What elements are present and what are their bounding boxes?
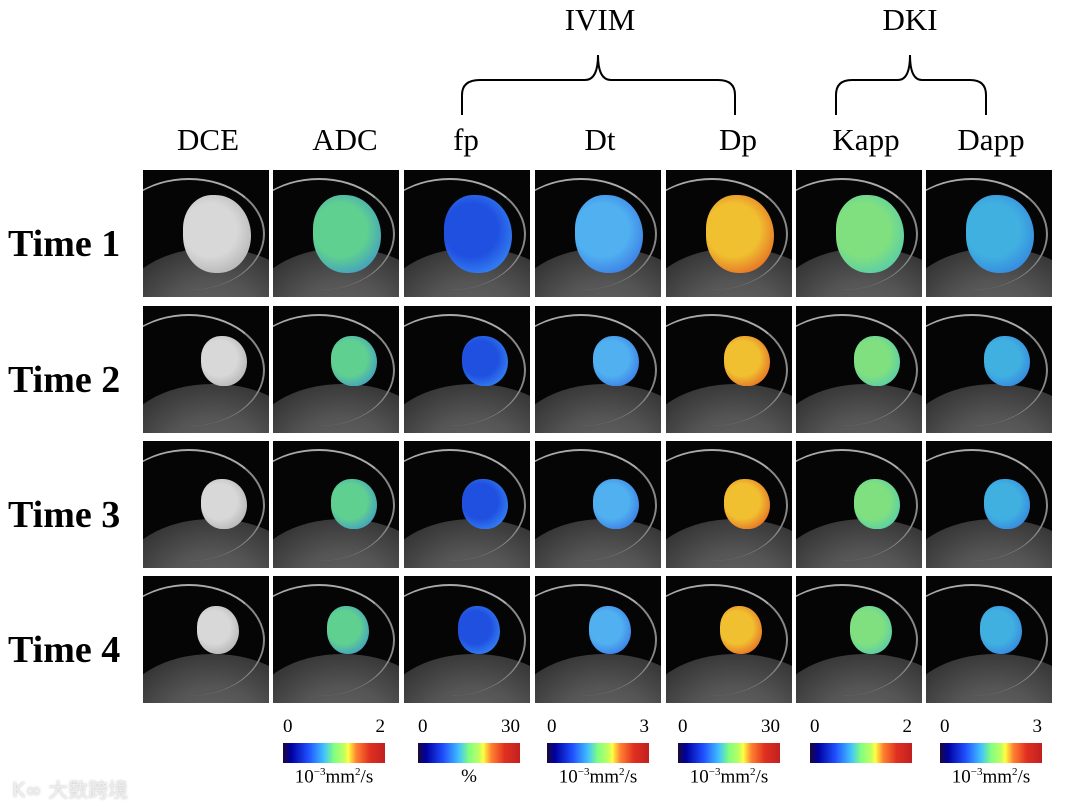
colorbar-unit: 10−3mm2/s <box>294 766 374 788</box>
tumor-map <box>724 479 770 529</box>
tumor-map <box>462 479 508 529</box>
column-header-dapp: Dapp <box>957 122 1025 157</box>
colorbar-unit: 10−3mm2/s <box>689 766 769 788</box>
column-header-dce: DCE <box>177 122 239 157</box>
mri-panel-dp-time-2 <box>666 306 792 433</box>
dki-brace <box>835 54 987 115</box>
row-label-time-4: Time 4 <box>8 629 121 671</box>
tumor-map <box>331 479 377 529</box>
group-label-ivim: IVIM <box>564 2 636 37</box>
group-braces <box>461 54 987 115</box>
tumor-map <box>201 336 247 386</box>
watermark-logo-icon: K∞ <box>12 778 49 802</box>
mri-panel-dt-time-3 <box>535 441 661 568</box>
tumor-map <box>724 336 770 386</box>
tumor-map <box>183 195 251 273</box>
ivim-brace <box>461 54 736 115</box>
mri-panel-adc-time-2 <box>273 306 399 433</box>
colorbar-unit: 10−3mm2/s <box>951 766 1031 788</box>
mri-panel-dp-time-1 <box>666 170 792 297</box>
group-label-dki: DKI <box>882 2 938 37</box>
tumor-map <box>444 195 512 273</box>
column-header-fp: fp <box>453 122 479 157</box>
mri-panel-kapp-time-3 <box>796 441 922 568</box>
mri-panel-dapp-time-1 <box>926 170 1052 297</box>
mri-panel-dce-time-2 <box>143 306 269 433</box>
colorbar <box>418 743 520 763</box>
tumor-map <box>850 606 892 654</box>
row-label-time-2: Time 2 <box>8 359 121 401</box>
mri-panel-kapp-time-1 <box>796 170 922 297</box>
colorbar <box>940 743 1042 763</box>
mri-panel-adc-time-3 <box>273 441 399 568</box>
colorbar-min-label: 0 <box>940 716 950 737</box>
colorbar-unit: % <box>461 766 477 787</box>
tumor-map <box>593 336 639 386</box>
colorbar-max-label: 2 <box>375 716 386 737</box>
tumor-map <box>854 479 900 529</box>
tumor-map <box>966 195 1034 273</box>
mri-panel-dt-time-2 <box>535 306 661 433</box>
column-header-kapp: Kapp <box>832 122 900 157</box>
column-header-adc: ADC <box>312 122 378 157</box>
mri-panel-dt-time-1 <box>535 170 661 297</box>
colorbar <box>810 743 912 763</box>
mri-panel-dt-time-4 <box>535 576 661 703</box>
colorbar-min-label: 0 <box>418 716 428 737</box>
mri-panel-fp-time-4 <box>404 576 530 703</box>
tumor-map <box>589 606 631 654</box>
row-label-time-3: Time 3 <box>8 494 121 536</box>
mri-panel-fp-time-3 <box>404 441 530 568</box>
mri-panel-dp-time-4 <box>666 576 792 703</box>
colorbar <box>283 743 385 763</box>
colorbar-max-label: 30 <box>761 716 780 737</box>
tumor-map <box>720 606 762 654</box>
tumor-map <box>313 195 381 273</box>
mri-panel-dce-time-1 <box>143 170 269 297</box>
tumor-map <box>706 195 774 273</box>
tumor-map <box>575 195 643 273</box>
tumor-map <box>980 606 1022 654</box>
colorbar-max-label: 2 <box>902 716 913 737</box>
tumor-map <box>593 479 639 529</box>
colorbar-max-label: 30 <box>501 716 520 737</box>
colorbar-min-label: 0 <box>678 716 688 737</box>
mri-panel-adc-time-1 <box>273 170 399 297</box>
colorbar-min-label: 0 <box>810 716 820 737</box>
tumor-map <box>331 336 377 386</box>
mri-panel-dapp-time-4 <box>926 576 1052 703</box>
colorbar-max-label: 3 <box>639 716 650 737</box>
colorbar <box>547 743 649 763</box>
mri-panel-fp-time-2 <box>404 306 530 433</box>
mri-panel-kapp-time-2 <box>796 306 922 433</box>
mri-panel-dp-time-3 <box>666 441 792 568</box>
row-label-time-1: Time 1 <box>8 223 121 265</box>
mri-panel-adc-time-4 <box>273 576 399 703</box>
colorbar-min-label: 0 <box>547 716 557 737</box>
tumor-map <box>197 606 239 654</box>
colorbar-unit: 10−3mm2/s <box>558 766 638 788</box>
mri-panel-dce-time-3 <box>143 441 269 568</box>
mri-panel-dapp-time-2 <box>926 306 1052 433</box>
tumor-map <box>462 336 508 386</box>
watermark: K∞ 大数跨境 <box>12 778 129 802</box>
mri-panel-dapp-time-3 <box>926 441 1052 568</box>
colorbar <box>678 743 780 763</box>
tumor-map <box>458 606 500 654</box>
mri-panel-dce-time-4 <box>143 576 269 703</box>
colorbar-max-label: 3 <box>1032 716 1043 737</box>
column-header-dt: Dt <box>584 122 616 157</box>
tumor-map <box>854 336 900 386</box>
column-header-dp: Dp <box>719 122 757 157</box>
mri-panel-kapp-time-4 <box>796 576 922 703</box>
tumor-map <box>327 606 369 654</box>
tumor-map <box>984 479 1030 529</box>
tumor-map <box>201 479 247 529</box>
mri-panel-fp-time-1 <box>404 170 530 297</box>
colorbar-min-label: 0 <box>283 716 293 737</box>
tumor-map <box>984 336 1030 386</box>
tumor-map <box>836 195 904 273</box>
